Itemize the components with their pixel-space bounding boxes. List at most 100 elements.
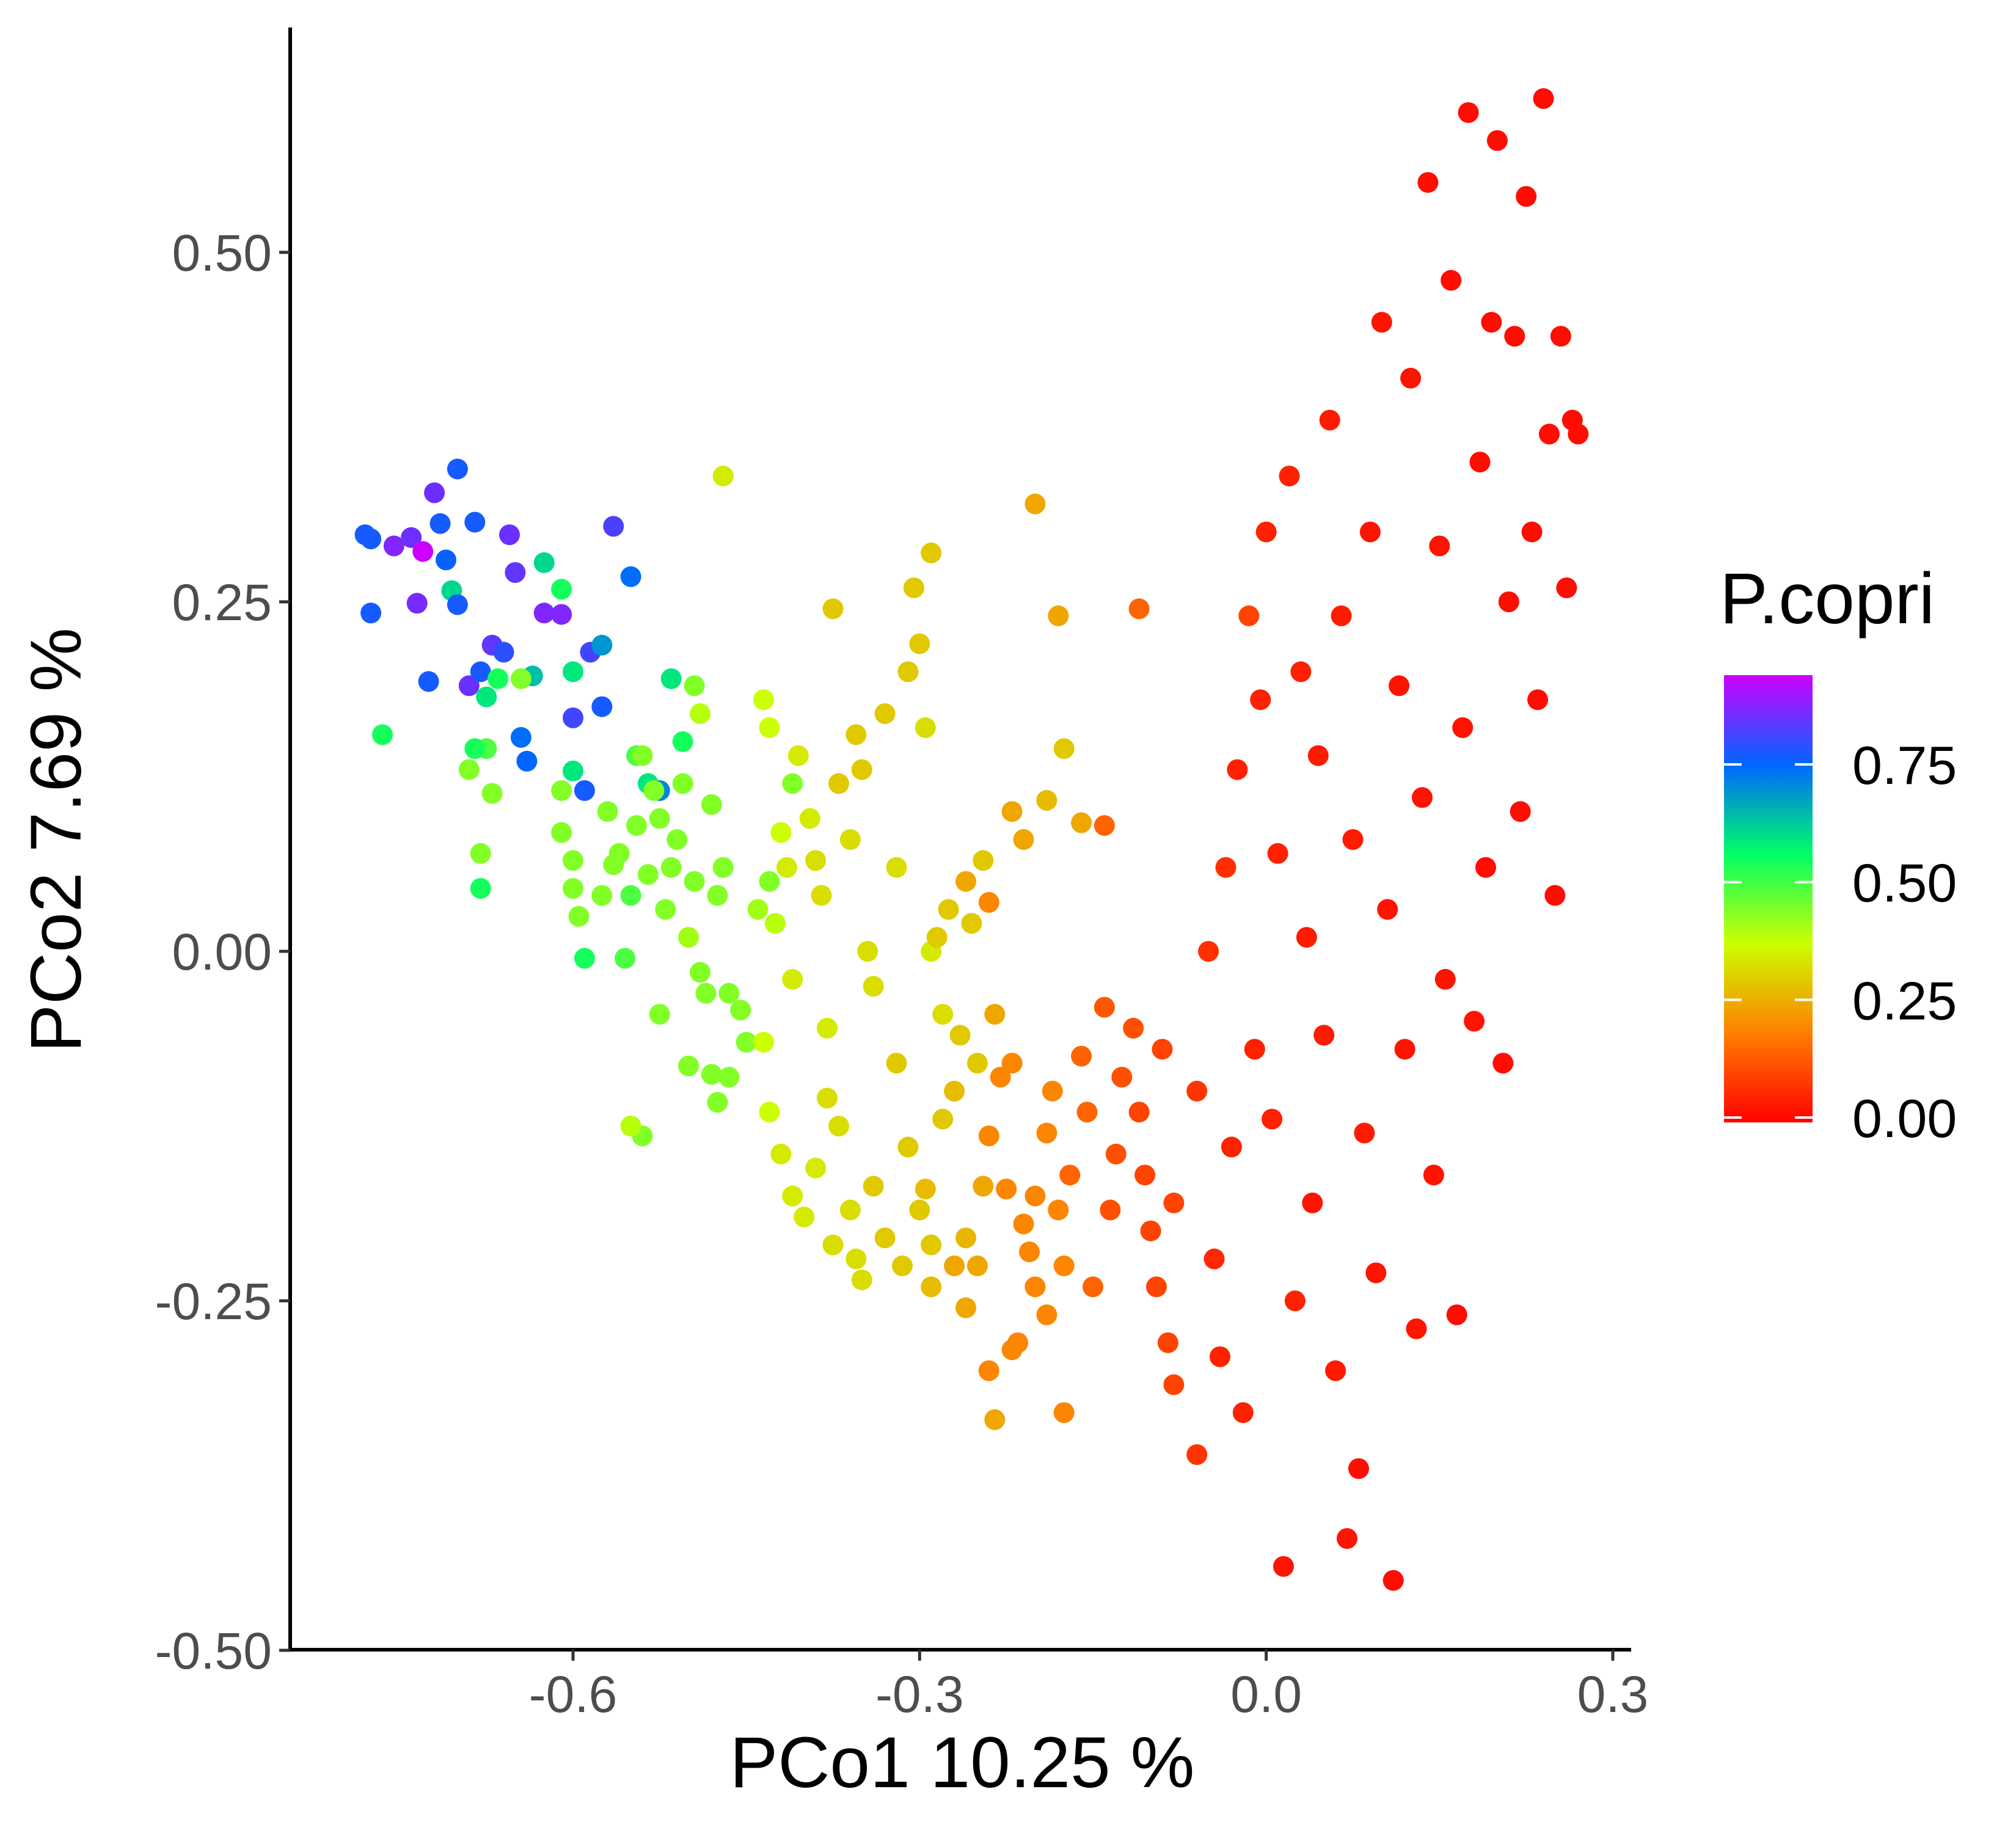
data-point (817, 1088, 838, 1109)
data-point (978, 1125, 999, 1146)
data-point (574, 780, 595, 801)
data-point (1042, 1080, 1063, 1102)
data-point (1007, 1332, 1029, 1353)
data-point (649, 1004, 670, 1025)
data-point (1083, 1276, 1103, 1298)
data-point (1134, 1165, 1156, 1186)
data-point (464, 738, 486, 759)
data-point (1382, 1570, 1404, 1591)
data-point (660, 668, 682, 689)
x-axis-ticks: -0.6 -0.3 0.0 0.3 (529, 1650, 1648, 1723)
data-point (1504, 326, 1525, 347)
data-point (1371, 312, 1392, 333)
data-point (1024, 1185, 1046, 1207)
data-point (1048, 605, 1069, 626)
data-point (1128, 1102, 1150, 1123)
data-point (1348, 1458, 1369, 1479)
data-point (591, 696, 613, 717)
data-point (1290, 661, 1312, 682)
data-point (753, 1031, 774, 1053)
data-point (1024, 493, 1046, 514)
data-point (1359, 521, 1381, 543)
data-point (620, 885, 641, 906)
data-point (1302, 1192, 1323, 1213)
data-point (955, 1227, 976, 1248)
data-point (845, 724, 867, 745)
data-point (1458, 102, 1479, 123)
data-point (1163, 1192, 1185, 1213)
data-point (712, 466, 734, 487)
data-point (1446, 1304, 1467, 1325)
y-axis-ticks: -0.50 -0.25 0.00 0.25 0.50 (155, 224, 290, 1680)
data-point (563, 707, 583, 728)
data-point (1394, 1039, 1415, 1060)
data-point (984, 1409, 1006, 1430)
data-point (770, 822, 792, 843)
data-point (1255, 521, 1277, 543)
data-point (874, 1227, 896, 1248)
data-point (1128, 598, 1150, 620)
data-point (1094, 815, 1115, 836)
data-point (649, 808, 670, 829)
data-point (1001, 801, 1023, 822)
data-point (978, 1360, 999, 1381)
data-point (1284, 1290, 1306, 1311)
data-point (712, 857, 734, 878)
data-point (897, 1136, 919, 1158)
y-axis-title: PCo2 7.69 % (16, 627, 97, 1052)
data-point (603, 516, 624, 537)
data-point (701, 794, 722, 815)
data-point (782, 968, 803, 990)
data-point (990, 1066, 1011, 1088)
data-point (938, 899, 959, 920)
data-point (1279, 466, 1300, 487)
data-point (1186, 1080, 1208, 1102)
data-point (1492, 1053, 1514, 1074)
data-point (1337, 1528, 1357, 1549)
data-point (1516, 186, 1537, 207)
data-point (429, 513, 451, 534)
data-point (817, 1017, 838, 1039)
data-point (655, 899, 676, 920)
data-point (418, 671, 439, 692)
data-point (1273, 1556, 1294, 1577)
data-point (759, 871, 780, 892)
data-point (1400, 367, 1422, 389)
data-point (822, 1234, 844, 1256)
data-point (1036, 1304, 1057, 1325)
color-bar-label: 0.00 (1852, 1088, 1957, 1149)
data-point (955, 1297, 976, 1319)
data-point (481, 783, 503, 804)
data-point (1417, 172, 1439, 193)
data-point (828, 773, 849, 794)
data-point (1238, 605, 1260, 626)
data-point (1140, 1220, 1161, 1242)
data-point (909, 1199, 930, 1221)
data-point (1423, 1165, 1444, 1186)
data-point (1036, 1122, 1057, 1144)
data-point (966, 1255, 988, 1276)
data-point (805, 850, 827, 871)
data-point (828, 1116, 849, 1136)
data-point (516, 750, 538, 772)
data-point (839, 1199, 861, 1221)
data-point (759, 717, 780, 738)
data-point (955, 871, 976, 892)
data-points (354, 88, 1589, 1591)
data-point (1071, 1045, 1092, 1067)
data-point (949, 1025, 971, 1046)
data-point (510, 668, 531, 689)
data-point (886, 857, 907, 878)
y-tick-label: -0.50 (155, 1622, 272, 1680)
data-point (1262, 1108, 1283, 1130)
data-point (1486, 130, 1508, 151)
data-point (753, 689, 774, 711)
data-point (1521, 521, 1543, 543)
y-tick-label: 0.50 (172, 224, 272, 282)
data-point (1111, 1066, 1133, 1088)
data-point (533, 602, 555, 624)
data-point (718, 982, 740, 1004)
data-point (903, 577, 924, 599)
data-point (1094, 997, 1115, 1018)
